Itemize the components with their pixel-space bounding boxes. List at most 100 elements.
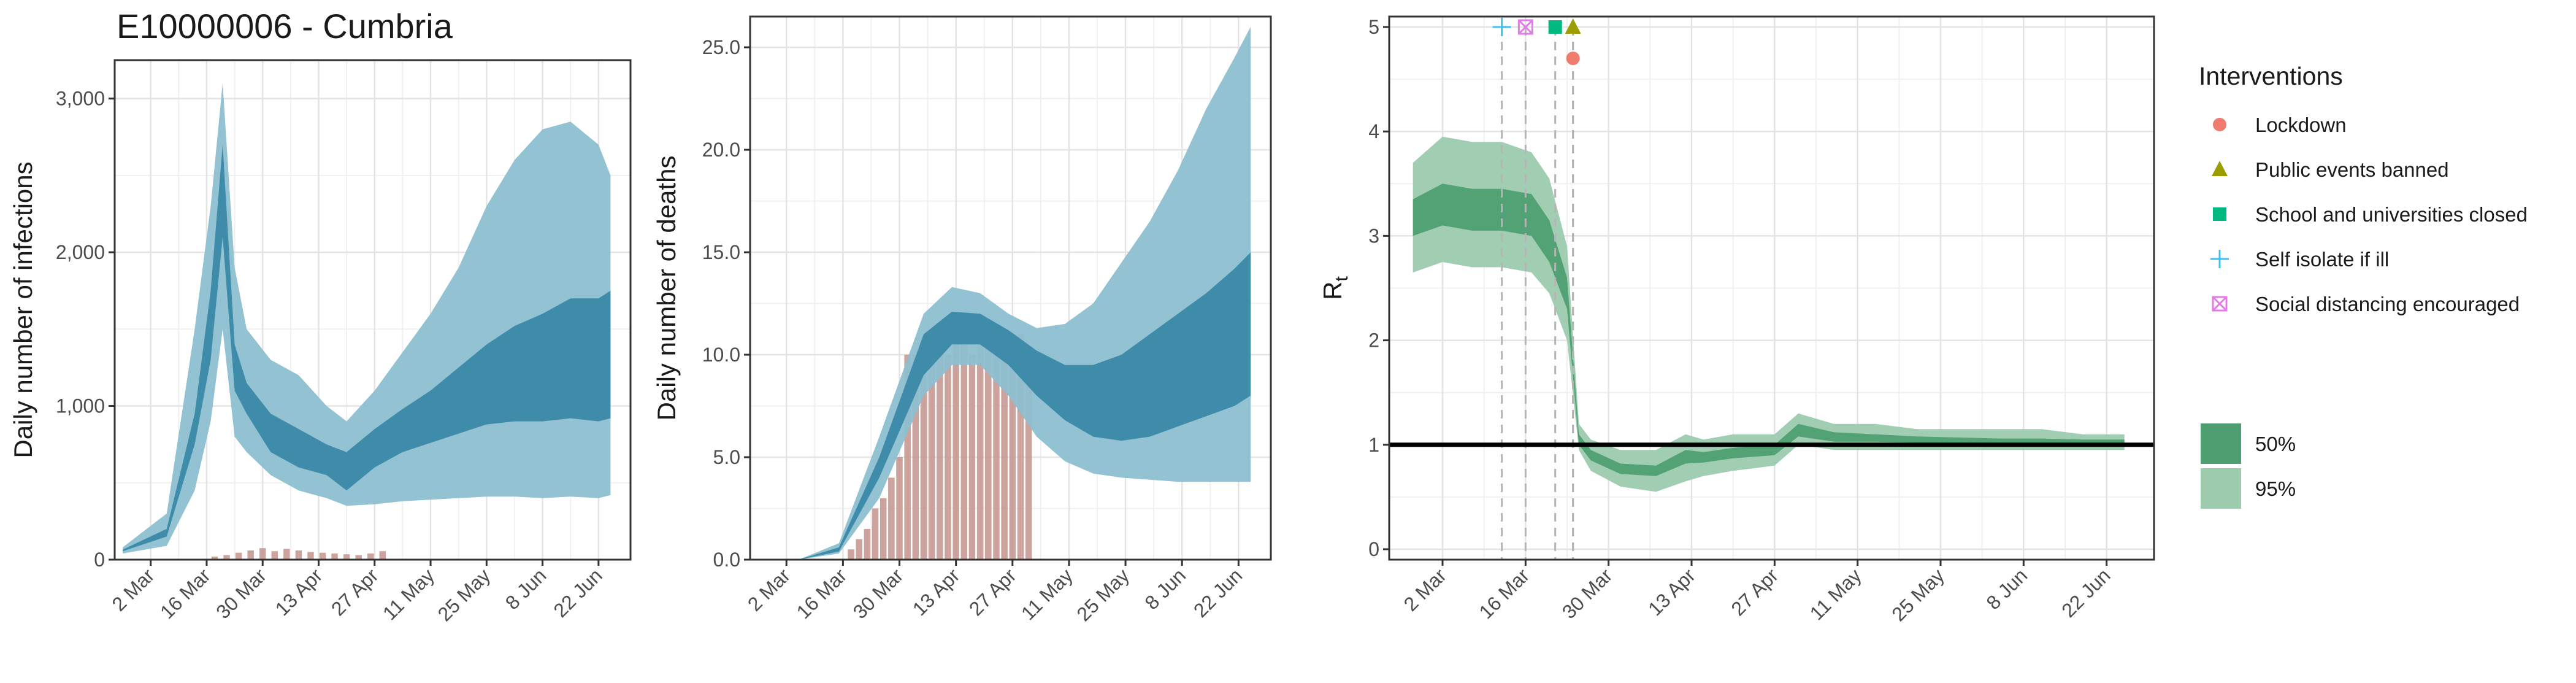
x-tick-label: 8 Jun <box>1982 564 2031 614</box>
legend-ci-swatch <box>2201 468 2241 509</box>
observed-bars <box>211 548 386 560</box>
y-axis: 0 1 2 3 4 5 <box>1368 16 1389 560</box>
observed-bar <box>968 355 976 560</box>
x-tick-label: 25 May <box>1072 564 1133 625</box>
observed-bar <box>295 550 302 560</box>
observed-bar <box>912 355 919 560</box>
y-axis-title-text: Daily number of deaths <box>652 156 681 421</box>
interventions-legend: Interventions Lockdown Public events banne… <box>2199 62 2528 509</box>
x-tick-label: 27 Apr <box>965 564 1021 620</box>
observed-bar <box>247 550 254 560</box>
x-tick-label: 22 Jun <box>549 564 606 621</box>
observed-bar <box>307 552 314 560</box>
x-tick-label: 16 Mar <box>156 564 215 623</box>
x-tick-label: 30 Mar <box>849 564 908 623</box>
observed-bar <box>355 555 362 560</box>
x-tick-label: 27 Apr <box>327 564 383 620</box>
observed-bar <box>259 548 266 560</box>
observed-bar <box>1001 334 1008 560</box>
y-tick-label: 0 <box>94 549 105 571</box>
observed-bar <box>856 539 862 560</box>
observed-bar <box>872 508 879 560</box>
x-tick-label: 11 May <box>1017 564 1077 624</box>
legend-marker <box>2213 207 2226 221</box>
x-tick-label: 16 Mar <box>1474 564 1533 623</box>
observed-bar <box>945 355 951 560</box>
y-axis-title-subscript: t <box>1332 276 1352 282</box>
intervention-marker <box>1518 19 1533 35</box>
observed-bar <box>283 549 290 560</box>
legend-label: Public events banned <box>2255 158 2449 181</box>
y-tick-label: 25.0 <box>702 36 740 58</box>
y-axis: 0 1,000 2,000 3,000 <box>56 88 115 571</box>
observed-bar <box>960 314 968 560</box>
ci-50-band <box>758 252 1251 560</box>
y-tick-label: 2 <box>1368 330 1379 352</box>
x-tick-label: 8 Jun <box>501 564 551 614</box>
legend-marker <box>2212 296 2228 312</box>
chart-title: E10000006 - Cumbria <box>117 7 453 45</box>
observed-bar <box>953 334 959 560</box>
legend-title: Interventions <box>2199 62 2343 90</box>
y-axis-title-text: Daily number of infections <box>9 161 37 458</box>
legend-ci-label: 50% <box>2255 433 2296 455</box>
x-tick-label: 8 Jun <box>1140 564 1190 614</box>
observed-bar <box>993 355 1000 560</box>
x-tick-label: 13 Apr <box>1644 564 1700 620</box>
legend-marker <box>2212 161 2228 176</box>
observed-bar <box>235 552 242 560</box>
observed-bars <box>848 314 1032 560</box>
observed-bar <box>211 556 218 560</box>
observed-bar <box>880 498 887 560</box>
ci-50-band <box>123 144 611 552</box>
observed-bar <box>904 355 911 560</box>
observed-bar <box>985 334 992 560</box>
y-tick-label: 1,000 <box>56 395 105 417</box>
x-tick-label: 25 May <box>1887 564 1949 625</box>
legend-label: Self isolate if ill <box>2255 248 2389 271</box>
rt-panel: 0 1 2 3 4 5 2 Mar 16 Mar 30 Mar 13 Apr 27 Apr 11 Ma… <box>1318 15 2155 625</box>
x-tick-label: 2 Mar <box>1400 564 1451 615</box>
observed-bar <box>271 551 278 560</box>
x-tick-label: 2 Mar <box>743 564 795 615</box>
y-axis-title: Daily number of deaths <box>652 156 681 421</box>
observed-bar <box>976 314 984 560</box>
y-axis: 0.0 5.0 10.0 15.0 20.0 25.0 <box>702 36 750 571</box>
y-tick-label: 2,000 <box>56 241 105 263</box>
observed-bar <box>864 528 871 560</box>
y-axis-title: Rt <box>1318 276 1352 300</box>
panel-border <box>113 59 632 561</box>
observed-bar <box>367 553 374 560</box>
panel-border <box>1388 15 2155 561</box>
observed-bar <box>331 553 338 560</box>
legend-marker <box>2210 250 2229 268</box>
x-tick-label: 16 Mar <box>792 564 851 623</box>
x-tick-label: 11 May <box>378 564 439 624</box>
intervention-marker <box>1492 18 1511 37</box>
x-tick-label: 13 Apr <box>908 564 964 620</box>
x-tick-label: 30 Mar <box>212 564 270 623</box>
legend-marker <box>2212 296 2228 312</box>
observed-bar <box>1017 334 1024 560</box>
observed-bar <box>1025 355 1032 560</box>
x-tick-label: 22 Jun <box>1189 564 1246 621</box>
x-tick-label: 30 Mar <box>1558 564 1617 623</box>
observed-bar <box>896 457 903 560</box>
x-tick-label: 27 Apr <box>1727 564 1782 620</box>
ci-50-band <box>1413 183 2125 476</box>
y-tick-label: 4 <box>1368 120 1379 142</box>
observed-bar <box>319 552 326 560</box>
y-tick-label: 0 <box>1368 538 1379 560</box>
observed-bar <box>920 355 927 560</box>
y-tick-label: 20.0 <box>702 139 740 161</box>
x-tick-label: 2 Mar <box>107 564 159 615</box>
legend-marker <box>2213 118 2226 131</box>
y-tick-label: 1 <box>1368 434 1379 456</box>
y-tick-label: 5 <box>1368 16 1379 38</box>
